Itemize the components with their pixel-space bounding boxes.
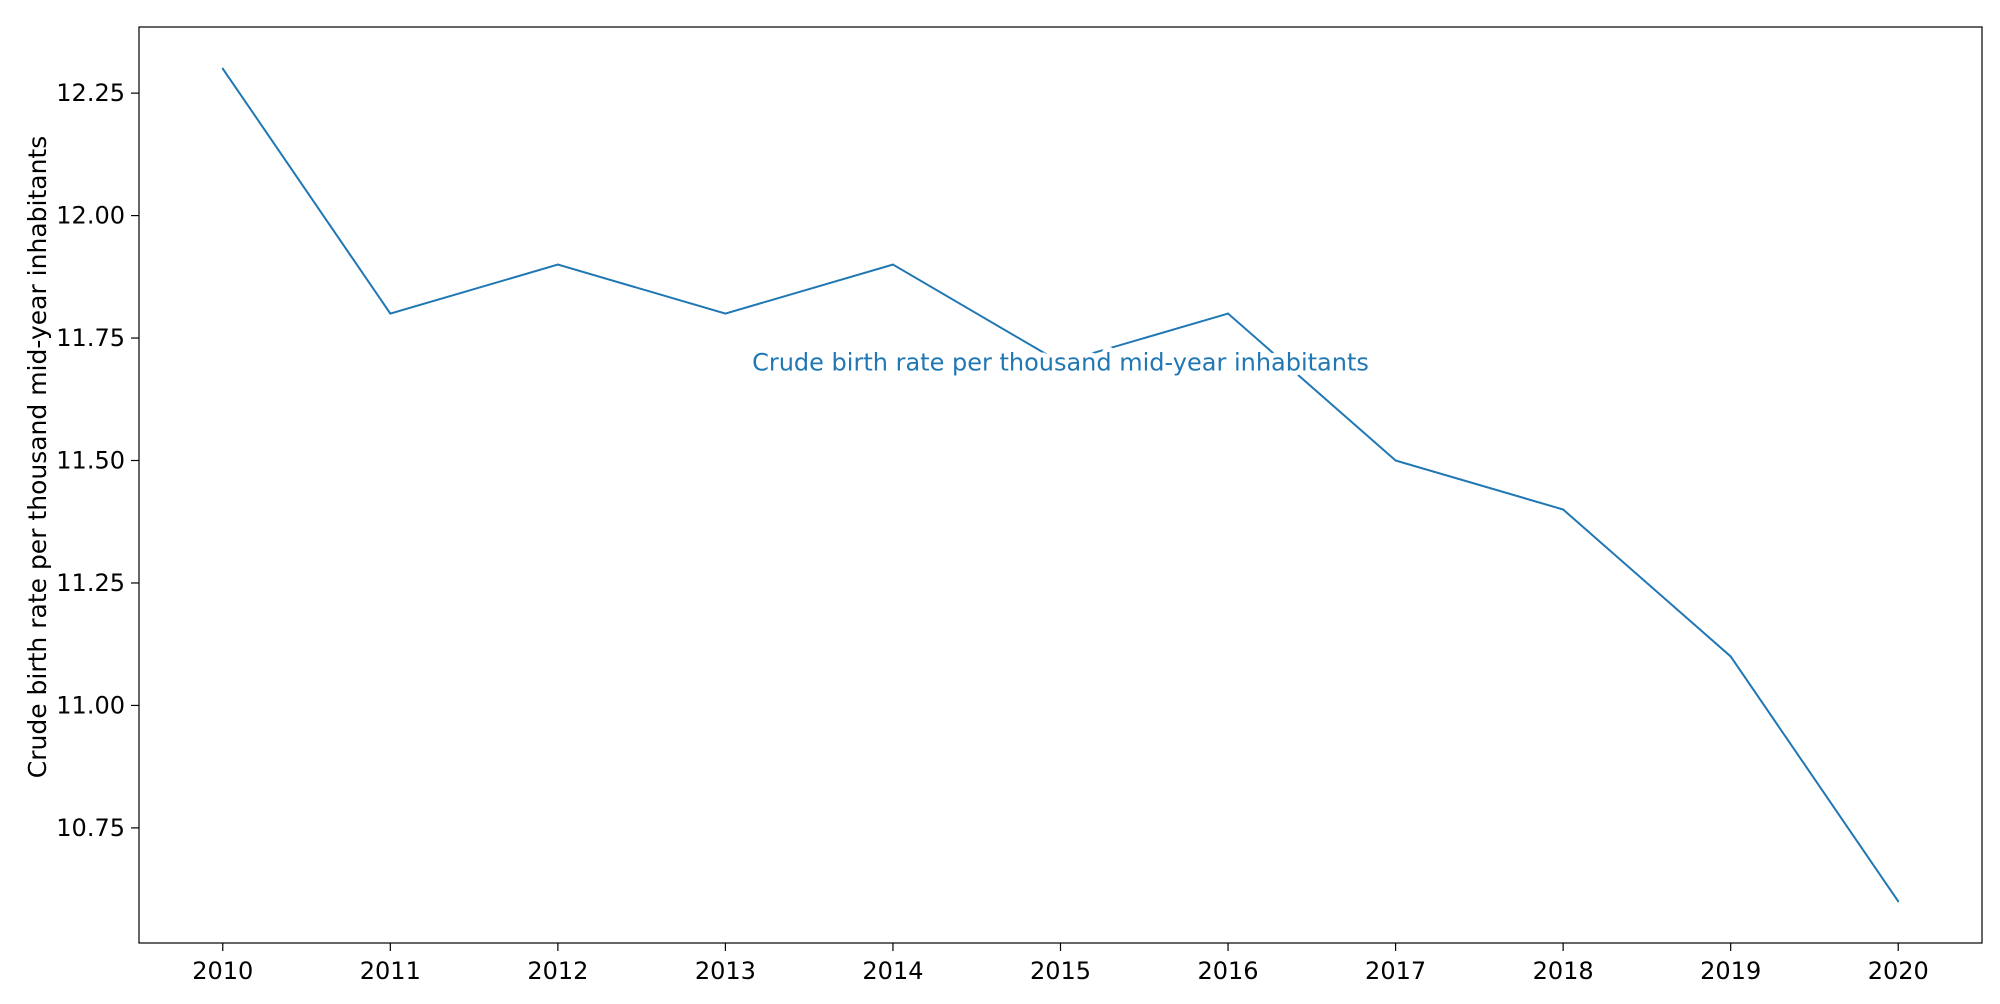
x-tick-label: 2016 — [1198, 957, 1259, 985]
data-point — [389, 312, 392, 315]
y-axis-label: Crude birth rate per thousand mid-year i… — [23, 136, 52, 779]
y-tick-label: 12.25 — [56, 79, 125, 107]
y-tick-label: 11.00 — [56, 691, 125, 719]
series-layer — [221, 67, 1900, 903]
series-annotation: Crude birth rate per thousand mid-year i… — [752, 349, 1369, 377]
data-point — [1729, 655, 1732, 658]
data-point — [1562, 508, 1565, 511]
y-tick-label: 10.75 — [56, 814, 125, 842]
data-point — [1227, 312, 1230, 315]
y-tick-label: 12.00 — [56, 202, 125, 230]
x-tick-label: 2011 — [360, 957, 421, 985]
x-tick-label: 2018 — [1533, 957, 1594, 985]
data-point — [1394, 459, 1397, 462]
x-tick-label: 2019 — [1700, 957, 1761, 985]
x-axis-ticks: 2010 2011 2012 2013 2014 2015 2016 2017 2018 2019… — [192, 943, 1929, 985]
data-point — [891, 263, 894, 266]
y-tick-label: 11.25 — [56, 569, 125, 597]
y-axis-ticks: 10.75 11.00 11.25 11.50 11.75 12.00 12.25 — [56, 79, 139, 842]
y-tick-label: 11.75 — [56, 324, 125, 352]
data-point — [1059, 361, 1062, 364]
x-tick-label: 2015 — [1030, 957, 1091, 985]
x-tick-label: 2020 — [1868, 957, 1929, 985]
x-tick-label: 2012 — [527, 957, 588, 985]
x-tick-label: 2017 — [1365, 957, 1426, 985]
x-tick-label: 2010 — [192, 957, 253, 985]
x-tick-label: 2014 — [862, 957, 923, 985]
data-point — [724, 312, 727, 315]
y-tick-label: 11.50 — [56, 447, 125, 475]
x-tick-label: 2013 — [695, 957, 756, 985]
plot-area-frame — [138, 26, 1983, 944]
data-point — [556, 263, 559, 266]
data-point — [1897, 900, 1900, 903]
data-point — [221, 67, 224, 70]
